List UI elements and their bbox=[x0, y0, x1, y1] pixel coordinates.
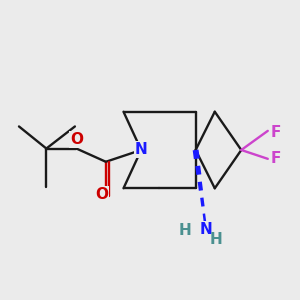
Text: H: H bbox=[179, 224, 192, 238]
Text: O: O bbox=[70, 132, 83, 147]
Text: F: F bbox=[271, 125, 281, 140]
Text: F: F bbox=[271, 151, 281, 166]
Text: H: H bbox=[210, 232, 223, 247]
Text: N: N bbox=[200, 222, 212, 237]
Text: O: O bbox=[95, 187, 108, 202]
Text: N: N bbox=[135, 142, 148, 157]
